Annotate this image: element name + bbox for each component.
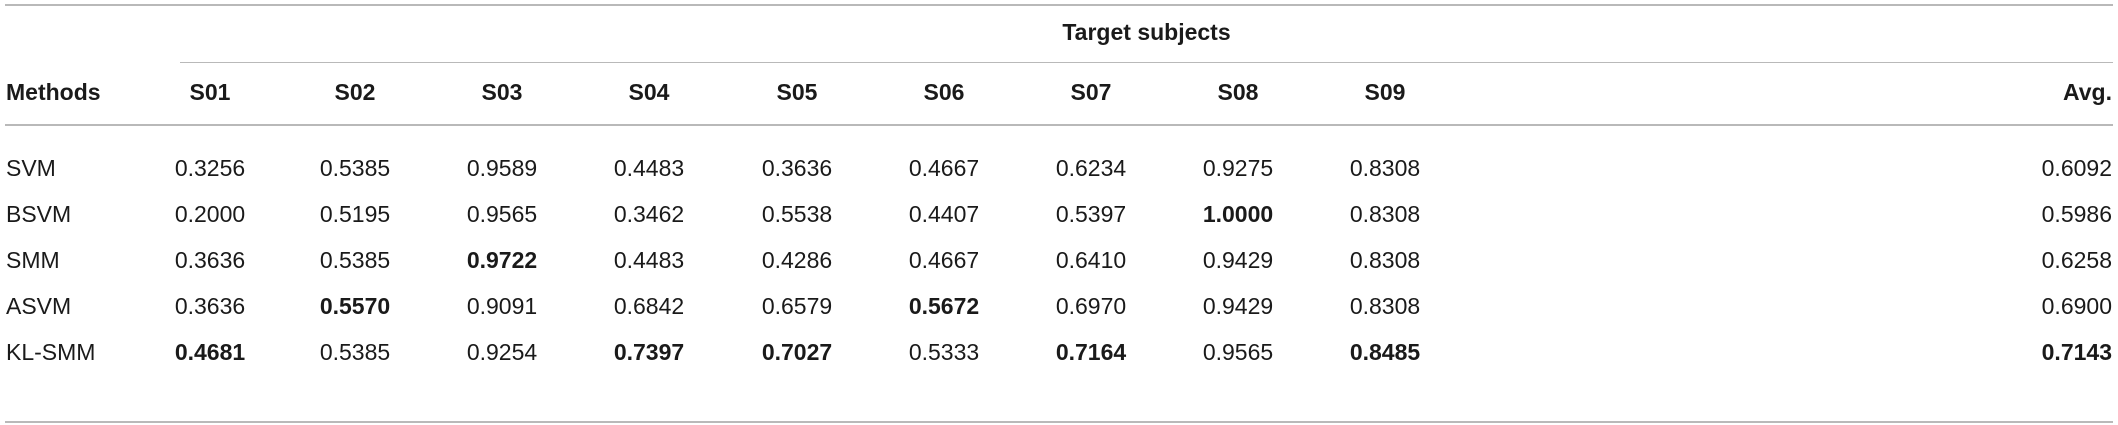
column-header: S03 <box>481 79 523 105</box>
table-cell: 0.5672 <box>908 293 980 319</box>
table-cell: 0.5385 <box>319 339 391 365</box>
table-cell: 0.4483 <box>613 247 685 273</box>
table-cell: 0.4483 <box>613 155 685 181</box>
table-cell: 0.4681 <box>174 339 246 365</box>
table-cell: 0.9565 <box>1202 339 1274 365</box>
table-cell: 0.9589 <box>466 155 538 181</box>
column-header: S01 <box>189 79 231 105</box>
table-cell: 0.4667 <box>908 247 980 273</box>
table-cell: 0.9429 <box>1202 293 1274 319</box>
column-header: S02 <box>334 79 376 105</box>
table-cell: 0.6234 <box>1055 155 1127 181</box>
table-cell: 0.7027 <box>761 339 833 365</box>
table-cell: 0.6579 <box>761 293 833 319</box>
method-name: SMM <box>6 247 60 273</box>
table-cell: 0.7397 <box>613 339 685 365</box>
column-header: S04 <box>628 79 670 105</box>
table-cell: 0.8308 <box>1349 293 1421 319</box>
table-cell: 0.5397 <box>1055 201 1127 227</box>
method-name: KL-SMM <box>6 339 96 365</box>
table-cell: 0.5333 <box>908 339 980 365</box>
column-header: S06 <box>923 79 965 105</box>
table-cell: 0.8308 <box>1349 201 1421 227</box>
table-cell: 0.6900 <box>2041 293 2112 319</box>
header-rule <box>5 124 2113 126</box>
table-cell: 0.9565 <box>466 201 538 227</box>
table-cell: 0.5195 <box>319 201 391 227</box>
table-cell: 0.5538 <box>761 201 833 227</box>
table-cell: 0.6842 <box>613 293 685 319</box>
table-cell: 0.3636 <box>174 293 246 319</box>
table-cell: 0.9091 <box>466 293 538 319</box>
table-cell: 0.9429 <box>1202 247 1274 273</box>
table-cell: 0.8308 <box>1349 247 1421 273</box>
table-cell: 1.0000 <box>1202 201 1274 227</box>
table-cell: 0.3636 <box>761 155 833 181</box>
column-header: S05 <box>776 79 818 105</box>
table-cell: 0.6970 <box>1055 293 1127 319</box>
table-cell: 0.5570 <box>319 293 391 319</box>
top-rule <box>5 4 2113 6</box>
table-cell: 0.3256 <box>174 155 246 181</box>
table-cell: 0.7143 <box>2041 339 2112 365</box>
table-cell: 0.5986 <box>2041 201 2112 227</box>
row-header: Methods <box>6 79 101 105</box>
bottom-rule <box>5 421 2113 423</box>
column-header: S09 <box>1364 79 1406 105</box>
table-cell: 0.2000 <box>174 201 246 227</box>
table-cell: 0.5385 <box>319 155 391 181</box>
group-rule <box>180 62 2113 63</box>
table-cell: 0.6410 <box>1055 247 1127 273</box>
column-header: Avg. <box>2063 79 2112 105</box>
method-name: BSVM <box>6 201 72 227</box>
table-cell: 0.9722 <box>466 247 538 273</box>
table-cell: 0.8485 <box>1349 339 1421 365</box>
column-header: S07 <box>1070 79 1112 105</box>
method-name: ASVM <box>6 293 72 319</box>
method-name: SVM <box>6 155 56 181</box>
table-cell: 0.7164 <box>1055 339 1127 365</box>
table-cell: 0.3462 <box>613 201 685 227</box>
column-header: S08 <box>1217 79 1259 105</box>
table-cell: 0.9275 <box>1202 155 1274 181</box>
table-cell: 0.4286 <box>761 247 833 273</box>
table-cell: 0.3636 <box>174 247 246 273</box>
table-cell: 0.5385 <box>319 247 391 273</box>
group-header: Target subjects <box>1062 19 1231 45</box>
table-cell: 0.6092 <box>2041 155 2112 181</box>
table-cell: 0.8308 <box>1349 155 1421 181</box>
table-cell: 0.4667 <box>908 155 980 181</box>
table-cell: 0.9254 <box>466 339 538 365</box>
table-cell: 0.4407 <box>908 201 980 227</box>
table-cell: 0.6258 <box>2041 247 2112 273</box>
